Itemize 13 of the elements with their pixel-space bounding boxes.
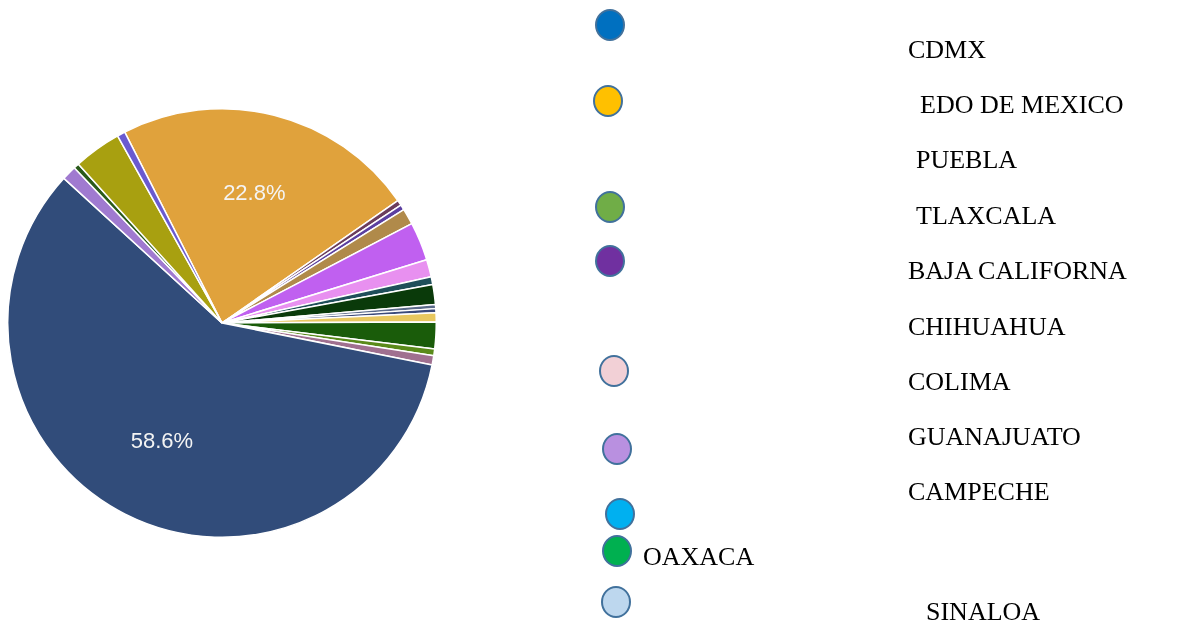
text: BAJA CALIFORNA: [908, 256, 1127, 286]
data-label: 58.6%: [130, 427, 194, 453]
text: PUEBLA: [916, 145, 1018, 175]
text: CDMX: [908, 35, 987, 65]
data-label: 22.8%: [223, 180, 286, 206]
text: SINALOA: [926, 597, 1041, 625]
text: OAXACA: [643, 542, 755, 572]
text: CAMPECHE: [908, 477, 1050, 507]
text: EDO DE MEXICO: [920, 90, 1124, 120]
text: TLAXCALA: [916, 201, 1057, 231]
text: CHIHUAHUA: [908, 312, 1066, 342]
text: COLIMA: [908, 367, 1011, 397]
text: GUANAJUATO: [908, 422, 1081, 452]
